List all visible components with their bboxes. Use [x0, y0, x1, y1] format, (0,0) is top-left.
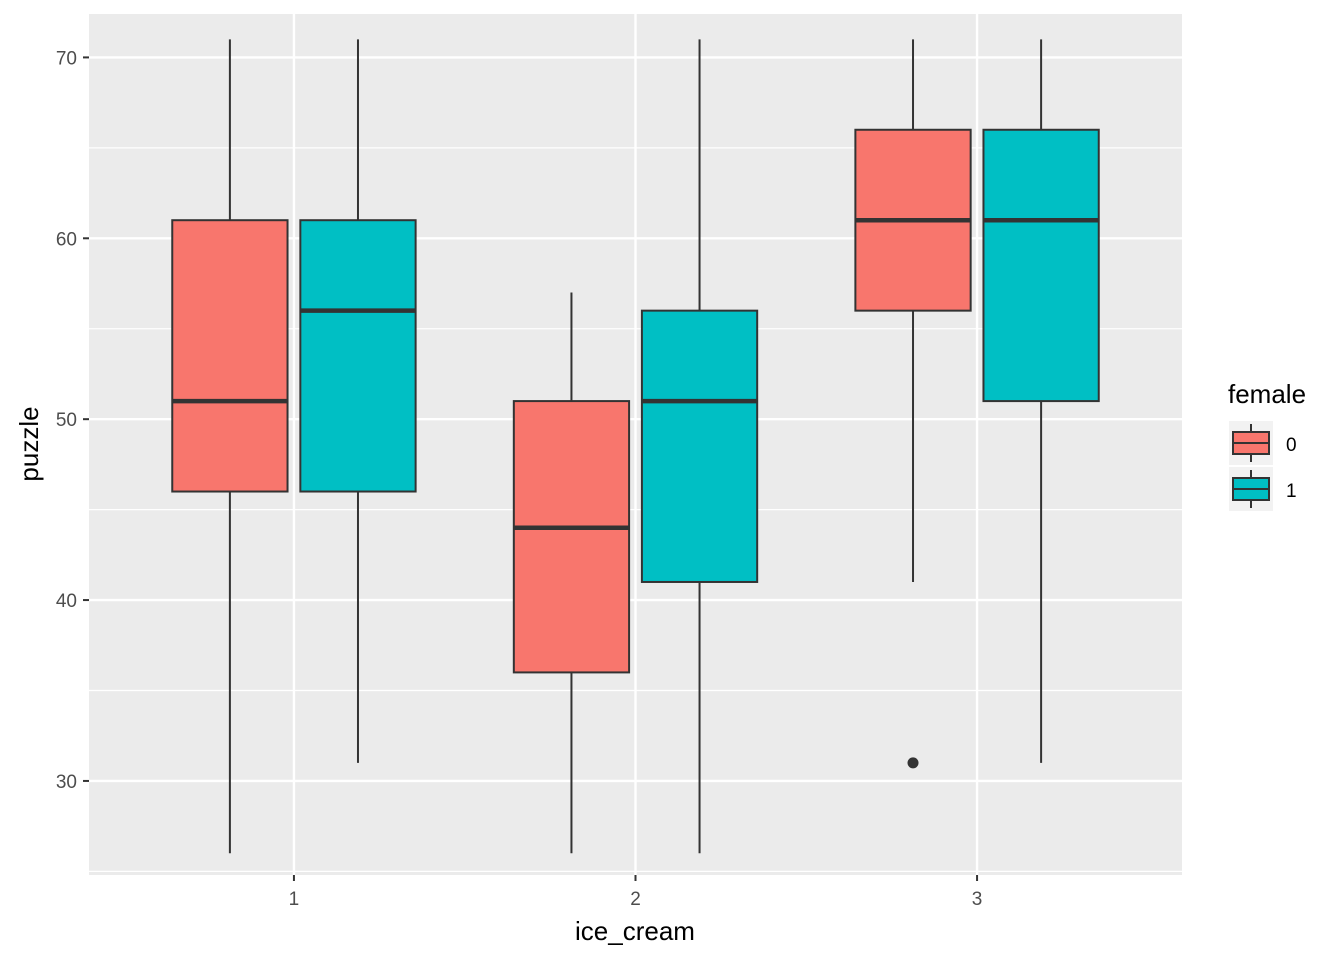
y-tick-label: 50: [56, 410, 77, 431]
box-group: [982, 39, 1100, 763]
x-axis: 1 2 3: [289, 875, 983, 910]
box-group: [512, 292, 631, 854]
x-axis-title: ice_cream: [575, 916, 695, 946]
box: [640, 309, 759, 583]
box-group: [299, 39, 417, 763]
y-axis-title: puzzle: [14, 406, 44, 481]
y-tick-label: 60: [56, 229, 77, 250]
y-axis: 30 40 50 60 70: [56, 48, 89, 793]
outlier-point: [907, 757, 919, 769]
x-tick-label: 1: [289, 889, 300, 910]
box-group: [640, 39, 759, 854]
legend-title: female: [1228, 379, 1306, 409]
box-layer: [171, 39, 1100, 854]
x-tick-label: 2: [630, 889, 641, 910]
box-group: [171, 39, 289, 854]
box: [982, 128, 1100, 403]
legend: female 0 1: [1228, 379, 1306, 511]
box: [512, 400, 631, 674]
box: [171, 219, 289, 493]
box-group: [854, 39, 972, 769]
y-tick-label: 70: [56, 48, 77, 69]
y-tick-label: 40: [56, 591, 77, 612]
box: [299, 219, 417, 493]
legend-entry-label: 0: [1286, 435, 1297, 456]
legend-key: [1229, 421, 1273, 465]
legend-key: [1229, 467, 1273, 511]
legend-entry-label: 1: [1286, 481, 1297, 502]
y-tick-label: 30: [56, 772, 77, 793]
x-tick-label: 3: [972, 889, 983, 910]
